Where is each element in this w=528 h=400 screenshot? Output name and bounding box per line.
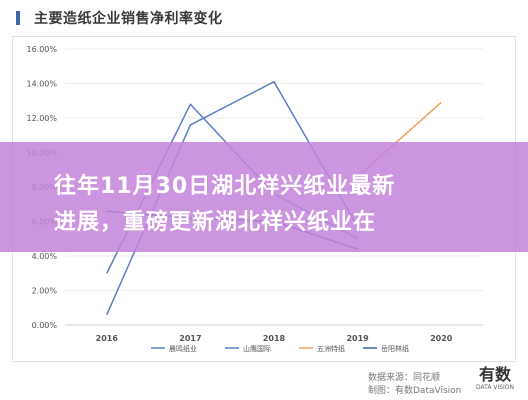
source-text: 数据来源：同花顺 [368,373,441,383]
y-tick-label: 4.00% [32,252,58,261]
y-tick-label: 12.00% [26,114,57,123]
headline-line-2: 进展，重磅更新湖北祥兴纸业在 [54,210,377,235]
y-tick-label: 16.00% [26,45,57,54]
legend-label: 岳阳林纸 [381,344,409,353]
legend-label: 五洲特纸 [317,344,345,353]
footer: 数据来源：同花顺 制图：有数DataVision 有数 DATA VISION [0,362,528,400]
x-tick-label: 2020 [430,334,453,343]
legend-label: 山鹰国际 [243,344,271,353]
logo-text: 有数 [478,365,511,384]
x-tick-label: 2019 [346,334,369,343]
x-tick-label: 2017 [179,334,201,343]
headline-banner[interactable]: 往年11月30日湖北祥兴纸业最新 进展，重磅更新湖北祥兴纸业在 [0,142,528,252]
y-tick-label: 14.00% [26,80,57,89]
chart-title: 主要造纸企业销售净利率变化 [34,11,223,27]
x-tick-label: 2016 [96,334,119,343]
title-bar: 主要造纸企业销售净利率变化 [0,0,528,36]
y-tick-label: 2.00% [32,287,58,296]
logo-subtext: DATA VISION [475,384,515,391]
credit-text: 制图：有数DataVision [368,386,462,396]
y-tick-label: 0.00% [32,321,58,330]
title-accent-mark [16,11,20,25]
headline-line-1: 往年11月30日湖北祥兴纸业最新 [54,174,396,199]
x-tick-label: 2018 [263,334,286,343]
legend-label: 晨鸣纸业 [169,344,197,353]
datavision-logo: 有数 DATA VISION [470,366,520,398]
